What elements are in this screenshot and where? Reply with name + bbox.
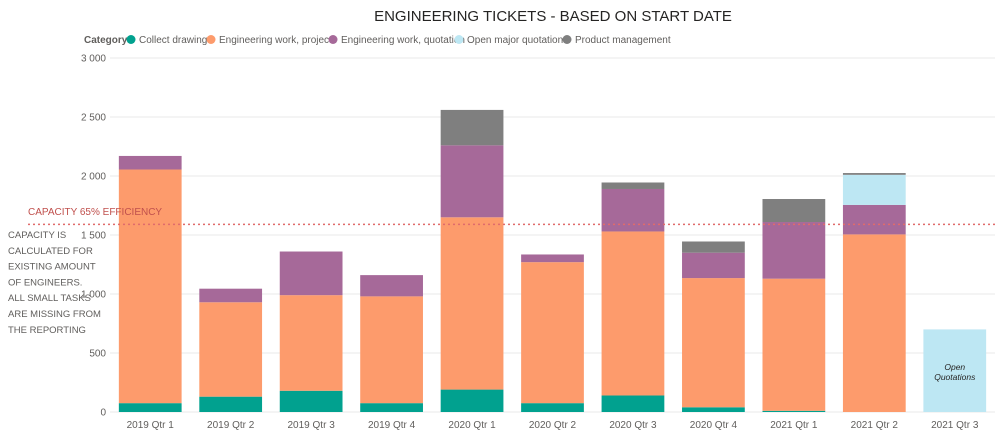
legend-marker-engineering-work-projects bbox=[206, 35, 216, 44]
capacity-reference: CAPACITY 65% EFFICIENCY bbox=[28, 207, 995, 226]
bar-segment-engineering-work-projects[interactable] bbox=[601, 231, 665, 396]
bar-segment-product-management[interactable] bbox=[762, 199, 826, 223]
bar-segment-engineering-work-quotation[interactable] bbox=[199, 288, 263, 303]
bar-segment-engineering-work-projects[interactable] bbox=[360, 296, 423, 404]
bar-segment-collect-drawings[interactable] bbox=[279, 390, 343, 412]
bar-segment-engineering-work-quotation[interactable] bbox=[521, 254, 584, 263]
side-note-line: CAPACITY IS bbox=[8, 230, 66, 241]
side-note-line: ALL SMALL TASKS bbox=[8, 293, 91, 304]
legend-title: Category bbox=[84, 35, 128, 46]
bar-segment-collect-drawings[interactable] bbox=[360, 403, 423, 412]
bar-segment-collect-drawings[interactable] bbox=[601, 395, 665, 412]
bar-segment-engineering-work-projects[interactable] bbox=[440, 217, 504, 390]
x-tick-label: 2019 Qtr 4 bbox=[368, 420, 416, 431]
bar-segment-product-management[interactable] bbox=[842, 173, 906, 175]
bar-annotation: Quotations bbox=[934, 372, 976, 382]
legend-label: Product management bbox=[575, 35, 671, 46]
x-tick-label: 2019 Qtr 1 bbox=[127, 420, 175, 431]
chart-title: ENGINEERING TICKETS - BASED ON START DAT… bbox=[374, 8, 732, 25]
x-tick-label: 2021 Qtr 1 bbox=[770, 420, 818, 431]
x-tick-label: 2019 Qtr 2 bbox=[207, 420, 255, 431]
legend-label: Open major quotations bbox=[467, 35, 568, 46]
legend-label: Engineering work, projects bbox=[219, 35, 337, 46]
side-note: CAPACITY IS CALCULATED FOR EXISTING AMOUNT… bbox=[8, 230, 101, 336]
side-note-line: EXISTING AMOUNT bbox=[8, 262, 96, 273]
legend-label: Engineering work, quotation bbox=[341, 35, 465, 46]
bar-segment-engineering-work-projects[interactable] bbox=[118, 169, 182, 404]
bar-segment-collect-drawings[interactable] bbox=[682, 407, 745, 412]
y-tick-label: 0 bbox=[100, 408, 106, 419]
bar-segment-product-management[interactable] bbox=[601, 182, 665, 189]
y-tick-label: 500 bbox=[89, 349, 106, 360]
bar-segment-engineering-work-projects[interactable] bbox=[682, 278, 745, 408]
bars bbox=[118, 109, 987, 412]
bar-segment-engineering-work-quotation[interactable] bbox=[440, 145, 504, 218]
bar-segment-engineering-work-quotation[interactable] bbox=[279, 251, 343, 296]
side-note-line: ARE MISSING FROM bbox=[8, 309, 101, 320]
bar-segment-engineering-work-quotation[interactable] bbox=[842, 204, 906, 235]
x-tick-label: 2020 Qtr 1 bbox=[448, 420, 496, 431]
legend-marker-open-major-quotations bbox=[454, 35, 464, 44]
legend-label: Collect drawings bbox=[139, 35, 212, 46]
y-tick-label: 3 000 bbox=[81, 54, 106, 65]
bar-segment-collect-drawings[interactable] bbox=[521, 403, 584, 412]
capacity-label: CAPACITY 65% EFFICIENCY bbox=[28, 207, 162, 218]
side-note-line: CALCULATED FOR bbox=[8, 246, 93, 257]
y-tick-label: 1 500 bbox=[81, 231, 106, 242]
x-tick-label: 2019 Qtr 3 bbox=[288, 420, 336, 431]
bar-segment-product-management[interactable] bbox=[682, 241, 745, 253]
y-tick-label: 1 000 bbox=[81, 290, 106, 301]
bar-segment-open-major-quotations[interactable] bbox=[842, 174, 906, 205]
legend-marker-collect-drawings bbox=[126, 35, 136, 44]
bar-segment-engineering-work-projects[interactable] bbox=[842, 234, 906, 412]
bar-segment-engineering-work-quotation[interactable] bbox=[682, 252, 745, 279]
bar-segment-collect-drawings[interactable] bbox=[118, 403, 182, 412]
bar-segment-engineering-work-projects[interactable] bbox=[762, 278, 826, 411]
bar-segment-engineering-work-projects[interactable] bbox=[199, 302, 263, 397]
x-tick-label: 2020 Qtr 2 bbox=[529, 420, 577, 431]
bar-segment-collect-drawings[interactable] bbox=[440, 389, 504, 412]
legend: Category Collect drawings Engineering wor… bbox=[84, 35, 671, 46]
legend-marker-product-management bbox=[562, 35, 572, 44]
y-tick-label: 2 000 bbox=[81, 172, 106, 183]
bar-segment-collect-drawings[interactable] bbox=[199, 396, 263, 412]
side-note-line: THE REPORTING bbox=[8, 325, 86, 336]
y-tick-label: 2 500 bbox=[81, 113, 106, 124]
bar-segment-engineering-work-quotation[interactable] bbox=[762, 222, 826, 279]
bar-segment-engineering-work-quotation[interactable] bbox=[118, 155, 182, 170]
legend-marker-engineering-work-quotation bbox=[328, 35, 338, 44]
bar-segment-product-management[interactable] bbox=[440, 109, 504, 146]
bar-annotation: Open bbox=[944, 362, 965, 372]
bar-segment-engineering-work-quotation[interactable] bbox=[360, 275, 423, 297]
bar-segment-open-major-quotations[interactable] bbox=[923, 329, 987, 412]
bar-segment-engineering-work-projects[interactable] bbox=[521, 262, 584, 404]
x-tick-label: 2021 Qtr 3 bbox=[931, 420, 979, 431]
x-tick-label: 2020 Qtr 4 bbox=[690, 420, 738, 431]
side-note-line: OF ENGINEERS. bbox=[8, 277, 82, 288]
x-tick-label: 2020 Qtr 3 bbox=[609, 420, 657, 431]
y-axis: 0 500 1 000 1 500 2 000 2 500 3 000 bbox=[81, 54, 106, 419]
bar-segment-collect-drawings[interactable] bbox=[762, 410, 826, 412]
x-tick-label: 2021 Qtr 2 bbox=[851, 420, 899, 431]
x-axis: 2019 Qtr 1 2019 Qtr 2 2019 Qtr 3 2019 Qtr 4… bbox=[127, 420, 979, 431]
bar-segment-engineering-work-projects[interactable] bbox=[279, 295, 343, 391]
